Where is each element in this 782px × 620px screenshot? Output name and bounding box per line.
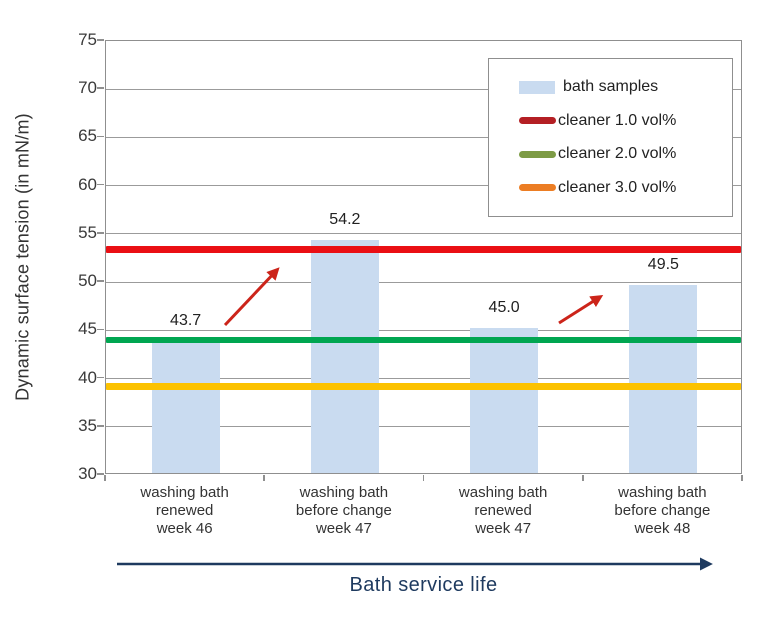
y-tick-label: 55: [78, 222, 97, 242]
y-tick-label: 70: [78, 78, 97, 98]
gridline: [106, 88, 741, 90]
gridline: [106, 329, 741, 331]
legend-item: cleaner 1.0 vol%: [489, 112, 732, 130]
y-axis-title: Dynamic surface tension (in mN/m): [12, 113, 33, 401]
x-category-label-line: renewed: [155, 502, 214, 519]
x-category-label-line: before change: [614, 502, 711, 519]
y-tick-label: 45: [78, 319, 97, 339]
bar: [629, 284, 698, 473]
legend-item: bath samples: [489, 78, 732, 96]
y-tick-label: 35: [78, 415, 97, 435]
bar: [310, 239, 379, 473]
gridline: [106, 136, 741, 139]
y-tick-label: 30: [78, 464, 97, 483]
x-axis-arrow: [117, 557, 713, 571]
y-tick-mark: [97, 376, 104, 379]
gridline: [106, 281, 741, 283]
legend-line-swatch: [519, 117, 556, 125]
legend-item: cleaner 3.0 vol%: [489, 179, 732, 197]
bar-value-label: 45.0: [488, 299, 520, 317]
x-category-label: washing bath before change week 48: [583, 484, 742, 538]
y-tick-mark: [97, 424, 104, 427]
y-tick-mark: [97, 473, 104, 475]
y-tick-label: 40: [78, 367, 97, 387]
y-tick-mark: [97, 328, 104, 331]
x-category-label-line: renewed: [474, 502, 532, 519]
plot-area: 43.7 54.2 45.0 49.5: [105, 40, 742, 474]
x-category-label-line: week 48: [634, 520, 691, 537]
gridline: [106, 185, 741, 187]
x-category-label-line: washing bath: [299, 484, 389, 501]
legend-item-label: cleaner 3.0 vol%: [558, 178, 677, 196]
legend-line-swatch: [519, 150, 556, 158]
x-tick-mark: [741, 475, 743, 481]
increase-arrow-2: [558, 294, 604, 325]
x-category-label: washing bath before change week 47: [264, 484, 423, 538]
y-tick-label: 75: [78, 30, 97, 49]
legend-item-label: cleaner 2.0 vol%: [558, 145, 677, 163]
y-tick-mark: [97, 39, 104, 41]
x-category-label-line: washing bath: [618, 484, 707, 501]
bar: [151, 340, 220, 473]
bar-value-label: 49.5: [647, 255, 679, 273]
x-category-label-line: washing bath: [458, 484, 548, 501]
y-tick-mark: [97, 280, 104, 282]
legend-line-swatch: [519, 184, 556, 192]
y-tick-mark: [97, 135, 104, 138]
legend-item: cleaner 2.0 vol%: [489, 145, 732, 163]
bar-value-label: 54.2: [329, 210, 361, 228]
x-category-labels: washing bath renewed week 46 washing bath be…: [105, 484, 742, 544]
reference-line: [106, 336, 741, 343]
y-tick-mark: [97, 183, 104, 186]
x-axis-title: Bath service life: [349, 574, 498, 596]
bar: [470, 328, 539, 473]
y-tick-label: 50: [78, 271, 97, 291]
x-category-label: washing bath renewed week 47: [424, 484, 583, 538]
x-tick-mark: [104, 475, 106, 481]
legend-item-label: cleaner 1.0 vol%: [558, 111, 677, 129]
y-tick-mark: [97, 87, 104, 90]
gridline: [106, 377, 741, 380]
gridline: [106, 233, 741, 235]
y-tick-label: 60: [78, 174, 97, 194]
x-tick-mark: [422, 475, 425, 481]
x-category-label: washing bath renewed week 46: [105, 484, 264, 538]
x-category-label-line: week 46: [156, 520, 213, 537]
reference-line: [106, 245, 741, 253]
reference-line: [106, 382, 741, 390]
legend-bar-swatch: [519, 80, 555, 94]
y-tick-label: 65: [78, 126, 97, 146]
x-category-label-line: before change: [295, 502, 392, 519]
x-category-label-line: week 47: [475, 520, 532, 537]
x-category-label-line: washing bath: [140, 484, 229, 501]
x-tick-mark: [581, 475, 584, 481]
x-category-label-line: week 47: [315, 520, 372, 537]
increase-arrow-1: [223, 267, 280, 327]
y-tick-mark: [97, 232, 104, 234]
legend: bath samples cleaner 1.0 vol% cleaner 2.0 …: [488, 58, 733, 217]
legend-item-label: bath samples: [563, 78, 659, 96]
gridline: [106, 426, 741, 428]
x-tick-mark: [263, 475, 266, 481]
bar-value-label: 43.7: [170, 311, 202, 329]
